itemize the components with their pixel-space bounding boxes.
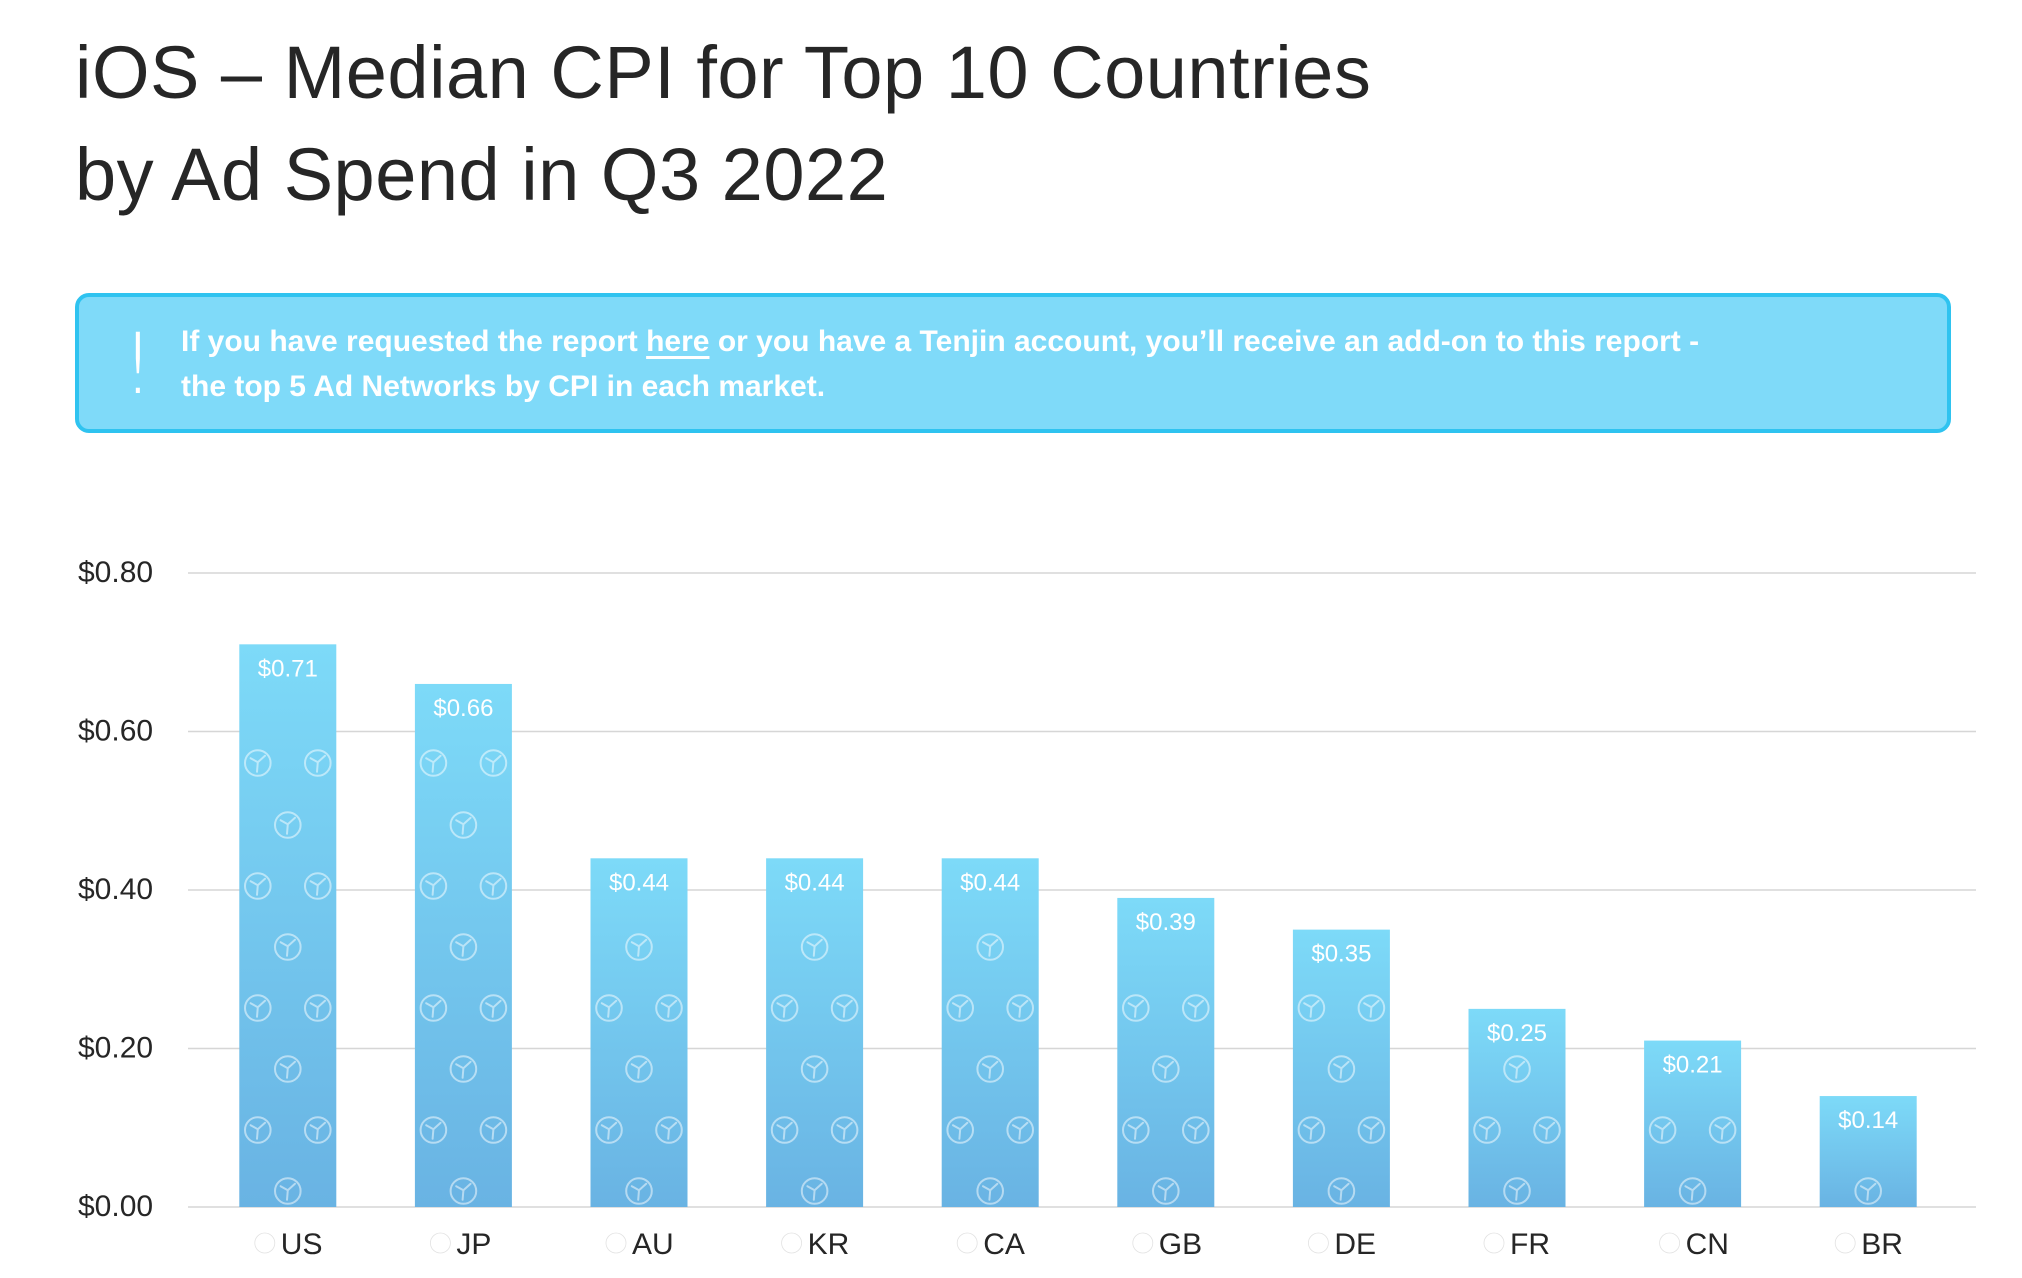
flag-ring-de <box>1308 1232 1329 1254</box>
value-label-ca: $0.44 <box>960 869 1020 896</box>
x-label-au: AU <box>605 1228 674 1261</box>
report-link[interactable]: here <box>646 325 710 358</box>
x-label-fr: FR <box>1483 1228 1550 1261</box>
x-label-us: US <box>254 1228 323 1261</box>
flag-ring-ca <box>956 1232 978 1254</box>
x-label-de: DE <box>1308 1228 1376 1261</box>
bar-group-br: $0.14 <box>1819 1096 1917 1207</box>
x-label-br: BR <box>1834 1228 1903 1261</box>
flag-ring-fr <box>1483 1232 1505 1254</box>
value-label-br: $0.14 <box>1838 1107 1898 1134</box>
bar-group-us: $0.71 <box>239 644 337 1207</box>
category-label-cn: CN <box>1686 1228 1729 1261</box>
x-label-kr: KR <box>781 1228 850 1261</box>
category-label-fr: FR <box>1510 1228 1550 1261</box>
flag-ring-gb <box>1132 1232 1154 1254</box>
bar-us <box>239 644 337 1207</box>
value-label-jp: $0.66 <box>433 695 493 722</box>
flag-ring-au <box>605 1232 627 1254</box>
chart-title-line-1: iOS – Median CPI for Top 10 Countries <box>75 31 1372 114</box>
notice-text-after: or you have a Tenjin account, you’ll rec… <box>709 325 1700 358</box>
bar-group-jp: $0.66 <box>414 683 512 1207</box>
notice-text-before: If you have requested the report <box>181 325 647 358</box>
bar-group-gb: $0.39 <box>1117 897 1215 1207</box>
y-tick-label-3: $0.20 <box>78 1031 153 1064</box>
y-tick-label-2: $0.40 <box>78 873 153 906</box>
bar-kr <box>766 858 864 1207</box>
value-label-au: $0.44 <box>609 869 669 896</box>
notice-banner: ! If you have requested the report here … <box>75 293 1951 433</box>
bar-group-cn: $0.21 <box>1644 1040 1742 1207</box>
exclamation-icon: ! <box>121 315 155 413</box>
y-tick-label-0: $0.80 <box>78 556 153 589</box>
y-tick-label-1: $0.60 <box>78 714 153 747</box>
category-label-br: BR <box>1861 1228 1903 1261</box>
category-label-ca: CA <box>983 1228 1025 1261</box>
x-label-jp: JP <box>429 1228 491 1261</box>
flag-ring-br <box>1834 1232 1856 1254</box>
value-label-us: $0.71 <box>258 655 318 682</box>
flag-ring-kr <box>781 1232 802 1254</box>
bar-br <box>1819 1096 1917 1207</box>
x-label-gb: GB <box>1132 1228 1202 1261</box>
category-label-jp: JP <box>456 1228 491 1261</box>
chart-title-line-2: by Ad Spend in Q3 2022 <box>75 133 889 216</box>
x-label-ca: CA <box>956 1228 1025 1261</box>
bar-group-au: $0.44 <box>590 858 688 1207</box>
flag-ring-cn <box>1659 1232 1680 1254</box>
flag-ring-us <box>254 1232 276 1254</box>
value-label-cn: $0.21 <box>1663 1052 1723 1079</box>
bar-group-de: $0.35 <box>1292 929 1390 1207</box>
notice-text: If you have requested the report here or… <box>181 319 1881 409</box>
bar-gb <box>1117 897 1215 1207</box>
chart-title: iOS – Median CPI for Top 10 Countries by… <box>75 22 1371 226</box>
category-label-au: AU <box>632 1228 674 1261</box>
category-label-de: DE <box>1334 1228 1376 1261</box>
value-label-kr: $0.44 <box>785 869 845 896</box>
bar-group-ca: $0.44 <box>941 858 1039 1207</box>
notice-text-line-2: the top 5 Ad Networks by CPI in each mar… <box>181 370 826 403</box>
bar-series: $0.71 $0.66 $0.44 $0.44 $0.44 $0.39 $0.35 $0.25… <box>239 644 1917 1207</box>
bar-fr <box>1468 1008 1566 1207</box>
flag-ring-jp <box>429 1232 451 1254</box>
category-label-gb: GB <box>1159 1228 1202 1261</box>
value-label-fr: $0.25 <box>1487 1020 1547 1047</box>
y-tick-label-4: $0.00 <box>78 1190 153 1223</box>
bar-group-fr: $0.25 <box>1468 1008 1566 1207</box>
bar-cn <box>1644 1040 1742 1207</box>
x-label-cn: CN <box>1659 1228 1729 1261</box>
value-label-de: $0.35 <box>1311 941 1371 968</box>
value-label-gb: $0.39 <box>1136 909 1196 936</box>
category-label-kr: KR <box>808 1228 850 1261</box>
category-label-us: US <box>281 1228 323 1261</box>
bar-au <box>590 858 688 1207</box>
bar-group-kr: $0.44 <box>766 858 864 1207</box>
bar-ca <box>941 858 1039 1207</box>
y-axis-tick-labels: $0.80 $0.60 $0.40 $0.20 $0.00 <box>78 556 153 1223</box>
x-axis-labels: US JP AU KR CA GB DE FR CN BR <box>254 1228 1903 1261</box>
